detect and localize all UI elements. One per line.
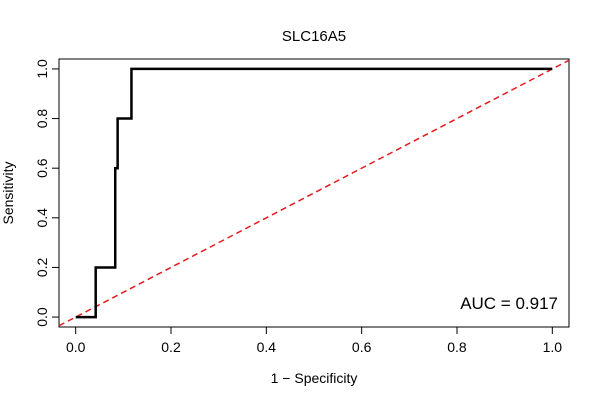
y-tick-label: 0.6: [34, 158, 50, 178]
auc-annotation: AUC = 0.917: [460, 294, 558, 313]
roc-curve-line: [75, 67, 553, 319]
reference-diagonal-line: [58, 59, 570, 327]
y-tick-label: 0.8: [34, 109, 50, 129]
reference-line-group: [58, 59, 570, 327]
chart-title: SLC16A5: [282, 28, 346, 45]
x-tick-label: 0.2: [161, 339, 181, 355]
x-tick-label: 0.0: [66, 339, 86, 355]
y-tick-label: 0.0: [34, 307, 50, 327]
x-tick-label: 0.6: [352, 339, 372, 355]
y-axis: 0.0 0.2 0.4 0.6 0.8 1.0: [34, 59, 60, 327]
y-tick-label: 1.0: [34, 59, 50, 79]
y-tick-label: 0.2: [34, 258, 50, 278]
x-tick-label: 0.8: [447, 339, 467, 355]
roc-curve-group: [75, 67, 553, 319]
x-axis-label: 1 − Specificity: [271, 370, 358, 386]
x-tick-label: 0.4: [257, 339, 277, 355]
y-axis-label: Sensitivity: [0, 161, 16, 224]
x-axis: 0.0 0.2 0.4 0.6 0.8 1.0: [66, 326, 563, 355]
x-tick-label: 1.0: [543, 339, 563, 355]
y-tick-label: 0.4: [34, 208, 50, 228]
